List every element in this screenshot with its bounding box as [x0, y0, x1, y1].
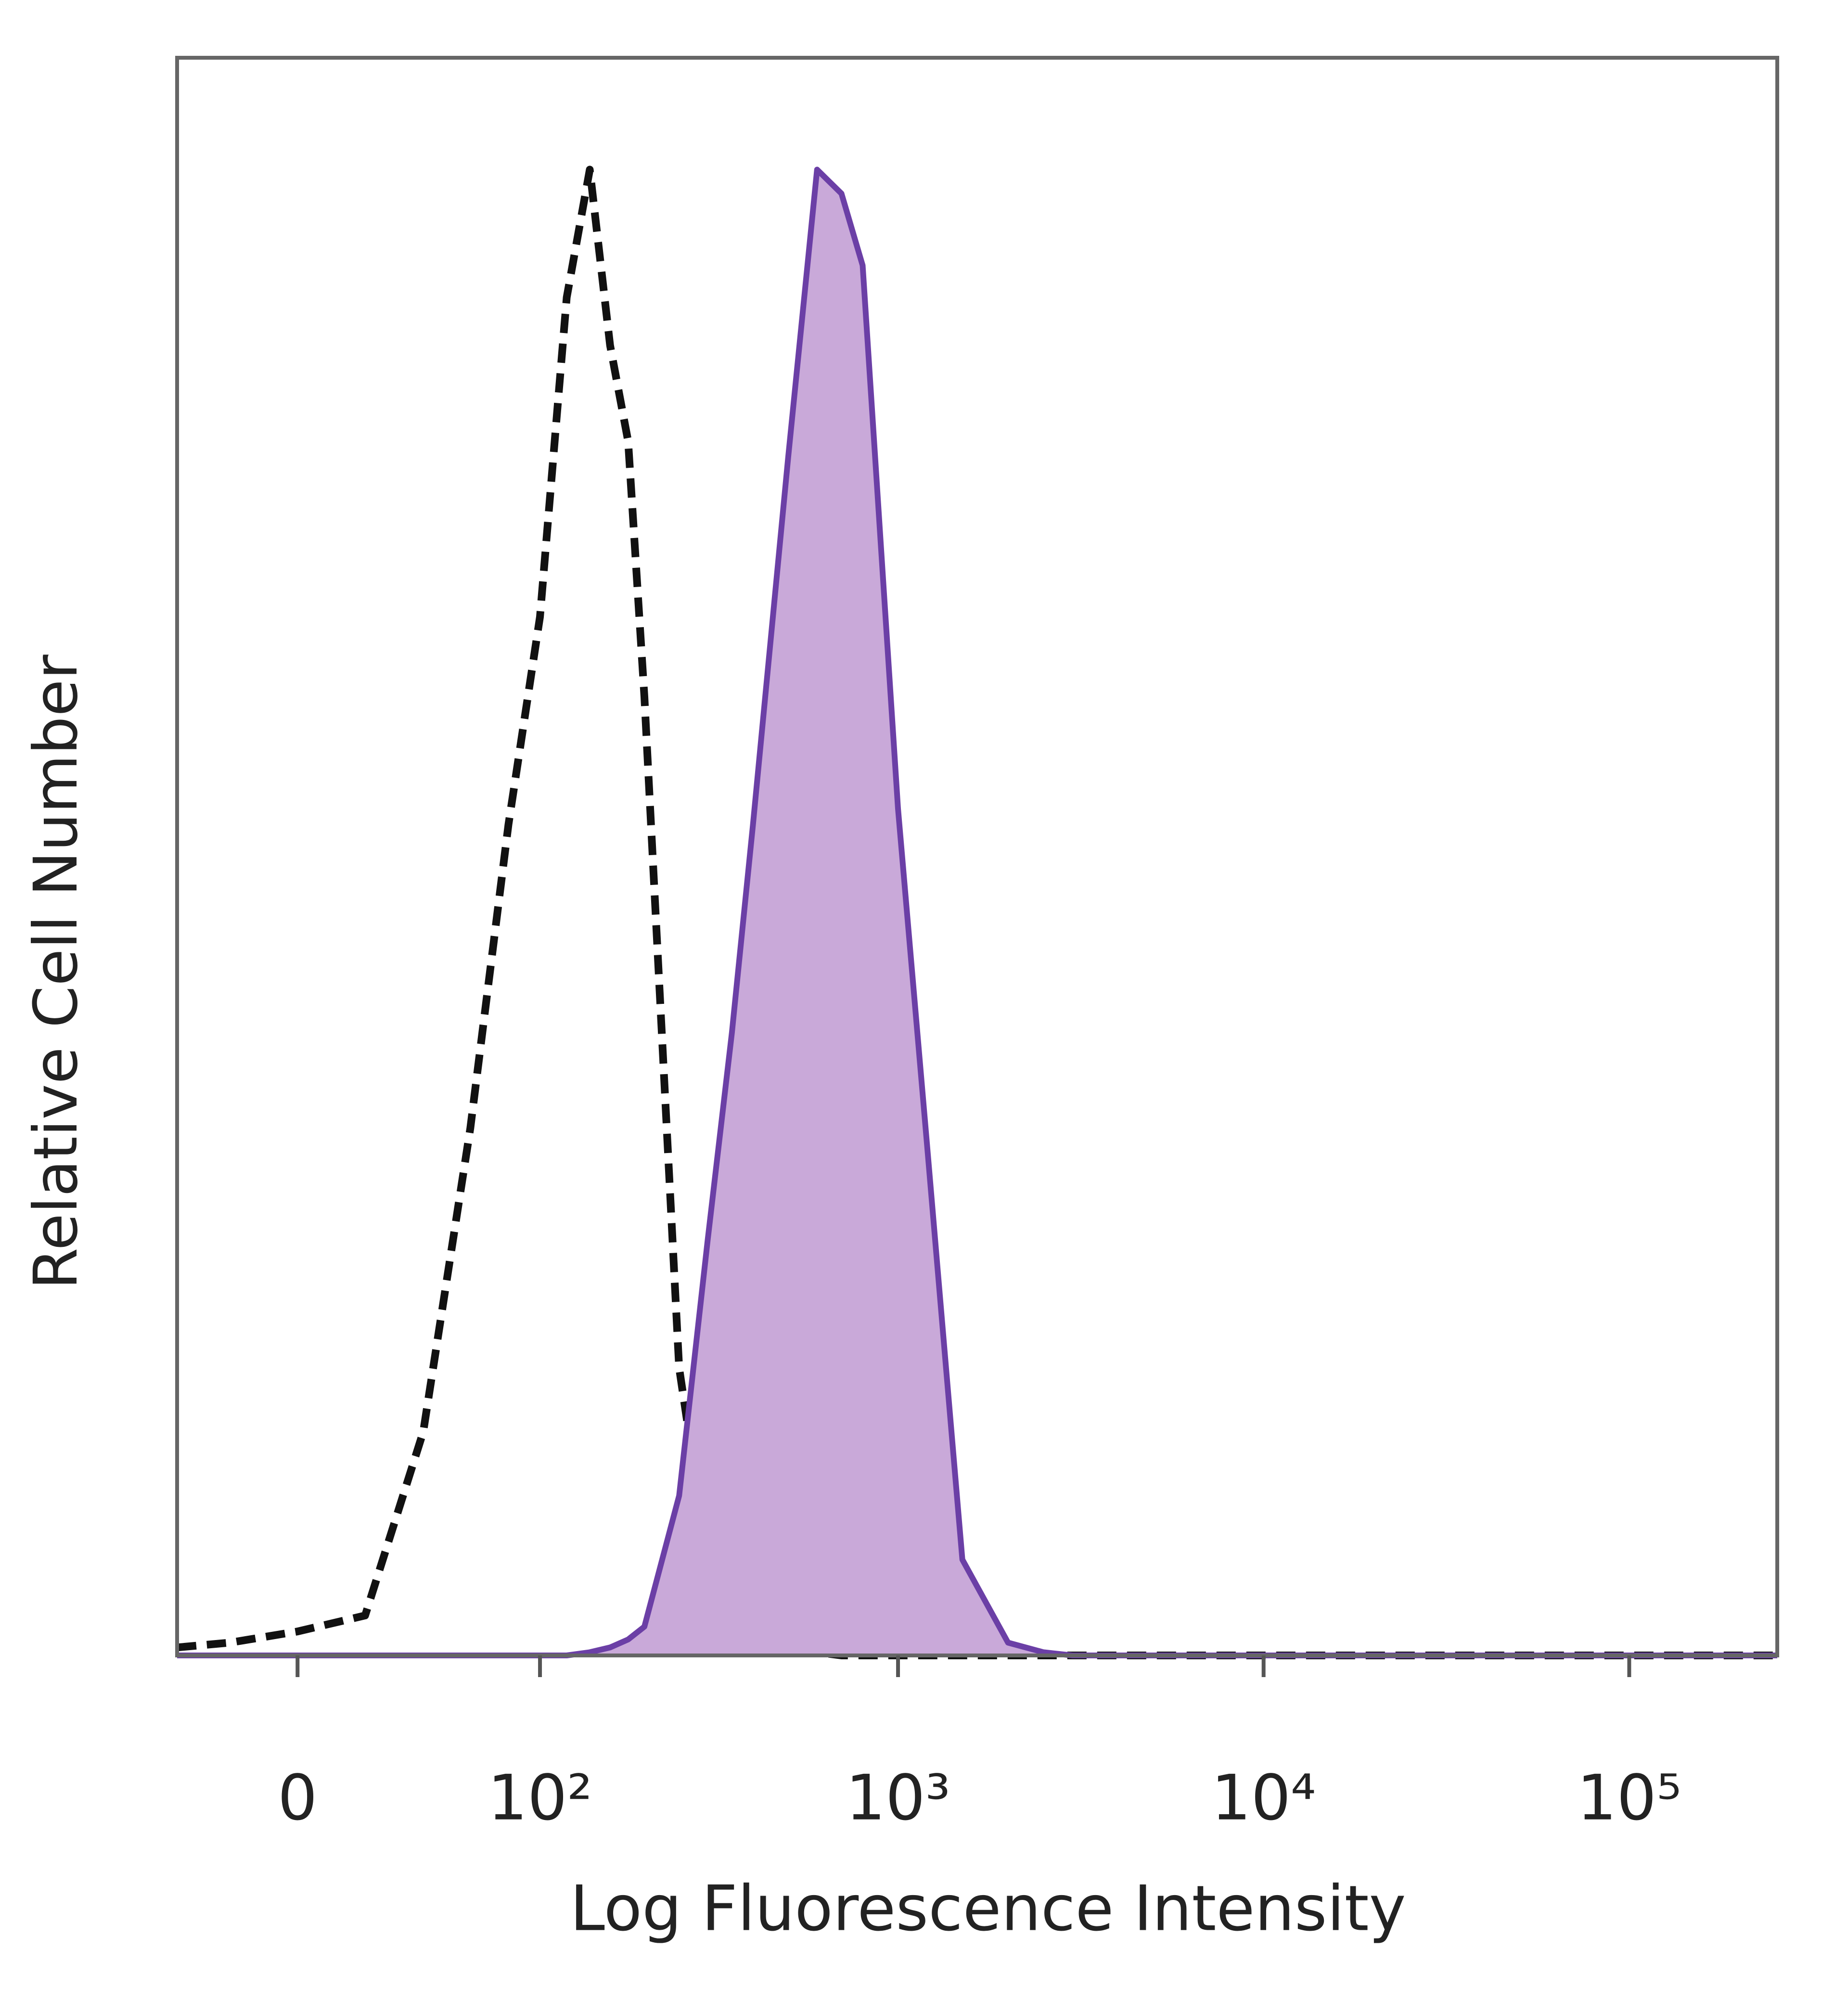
line [177, 167, 1777, 1658]
x-tick-label: 10⁵ [1577, 1761, 1682, 1834]
y-axis-label: Relative Cell Number [21, 654, 91, 1290]
line [177, 166, 1777, 1659]
area [177, 169, 1777, 1656]
x-axis-label: Log Fluorescence Intensity [570, 1872, 1406, 1945]
x-tick-label: 10³ [846, 1761, 950, 1834]
x-tick-label: 0 [278, 1761, 318, 1834]
plot-frame [175, 56, 1779, 1657]
x-tick-label: 10² [488, 1761, 592, 1834]
x-tick-label: 10⁴ [1211, 1761, 1316, 1834]
